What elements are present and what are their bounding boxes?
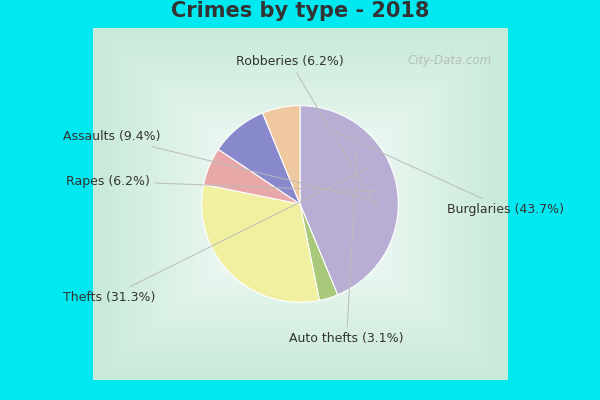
Wedge shape [218, 113, 300, 204]
Wedge shape [203, 149, 300, 204]
Wedge shape [263, 106, 300, 204]
Wedge shape [202, 184, 319, 302]
Text: Thefts (31.3%): Thefts (31.3%) [62, 168, 369, 304]
Text: Robberies (6.2%): Robberies (6.2%) [236, 55, 379, 211]
Text: Burglaries (43.7%): Burglaries (43.7%) [332, 130, 564, 216]
Text: Rapes (6.2%): Rapes (6.2%) [66, 175, 377, 192]
Wedge shape [300, 204, 338, 300]
Wedge shape [300, 106, 398, 295]
Text: Auto thefts (3.1%): Auto thefts (3.1%) [289, 150, 404, 345]
Text: Assaults (9.4%): Assaults (9.4%) [63, 130, 378, 202]
Title: Crimes by type - 2018: Crimes by type - 2018 [171, 1, 429, 21]
Text: City-Data.com: City-Data.com [407, 54, 491, 67]
